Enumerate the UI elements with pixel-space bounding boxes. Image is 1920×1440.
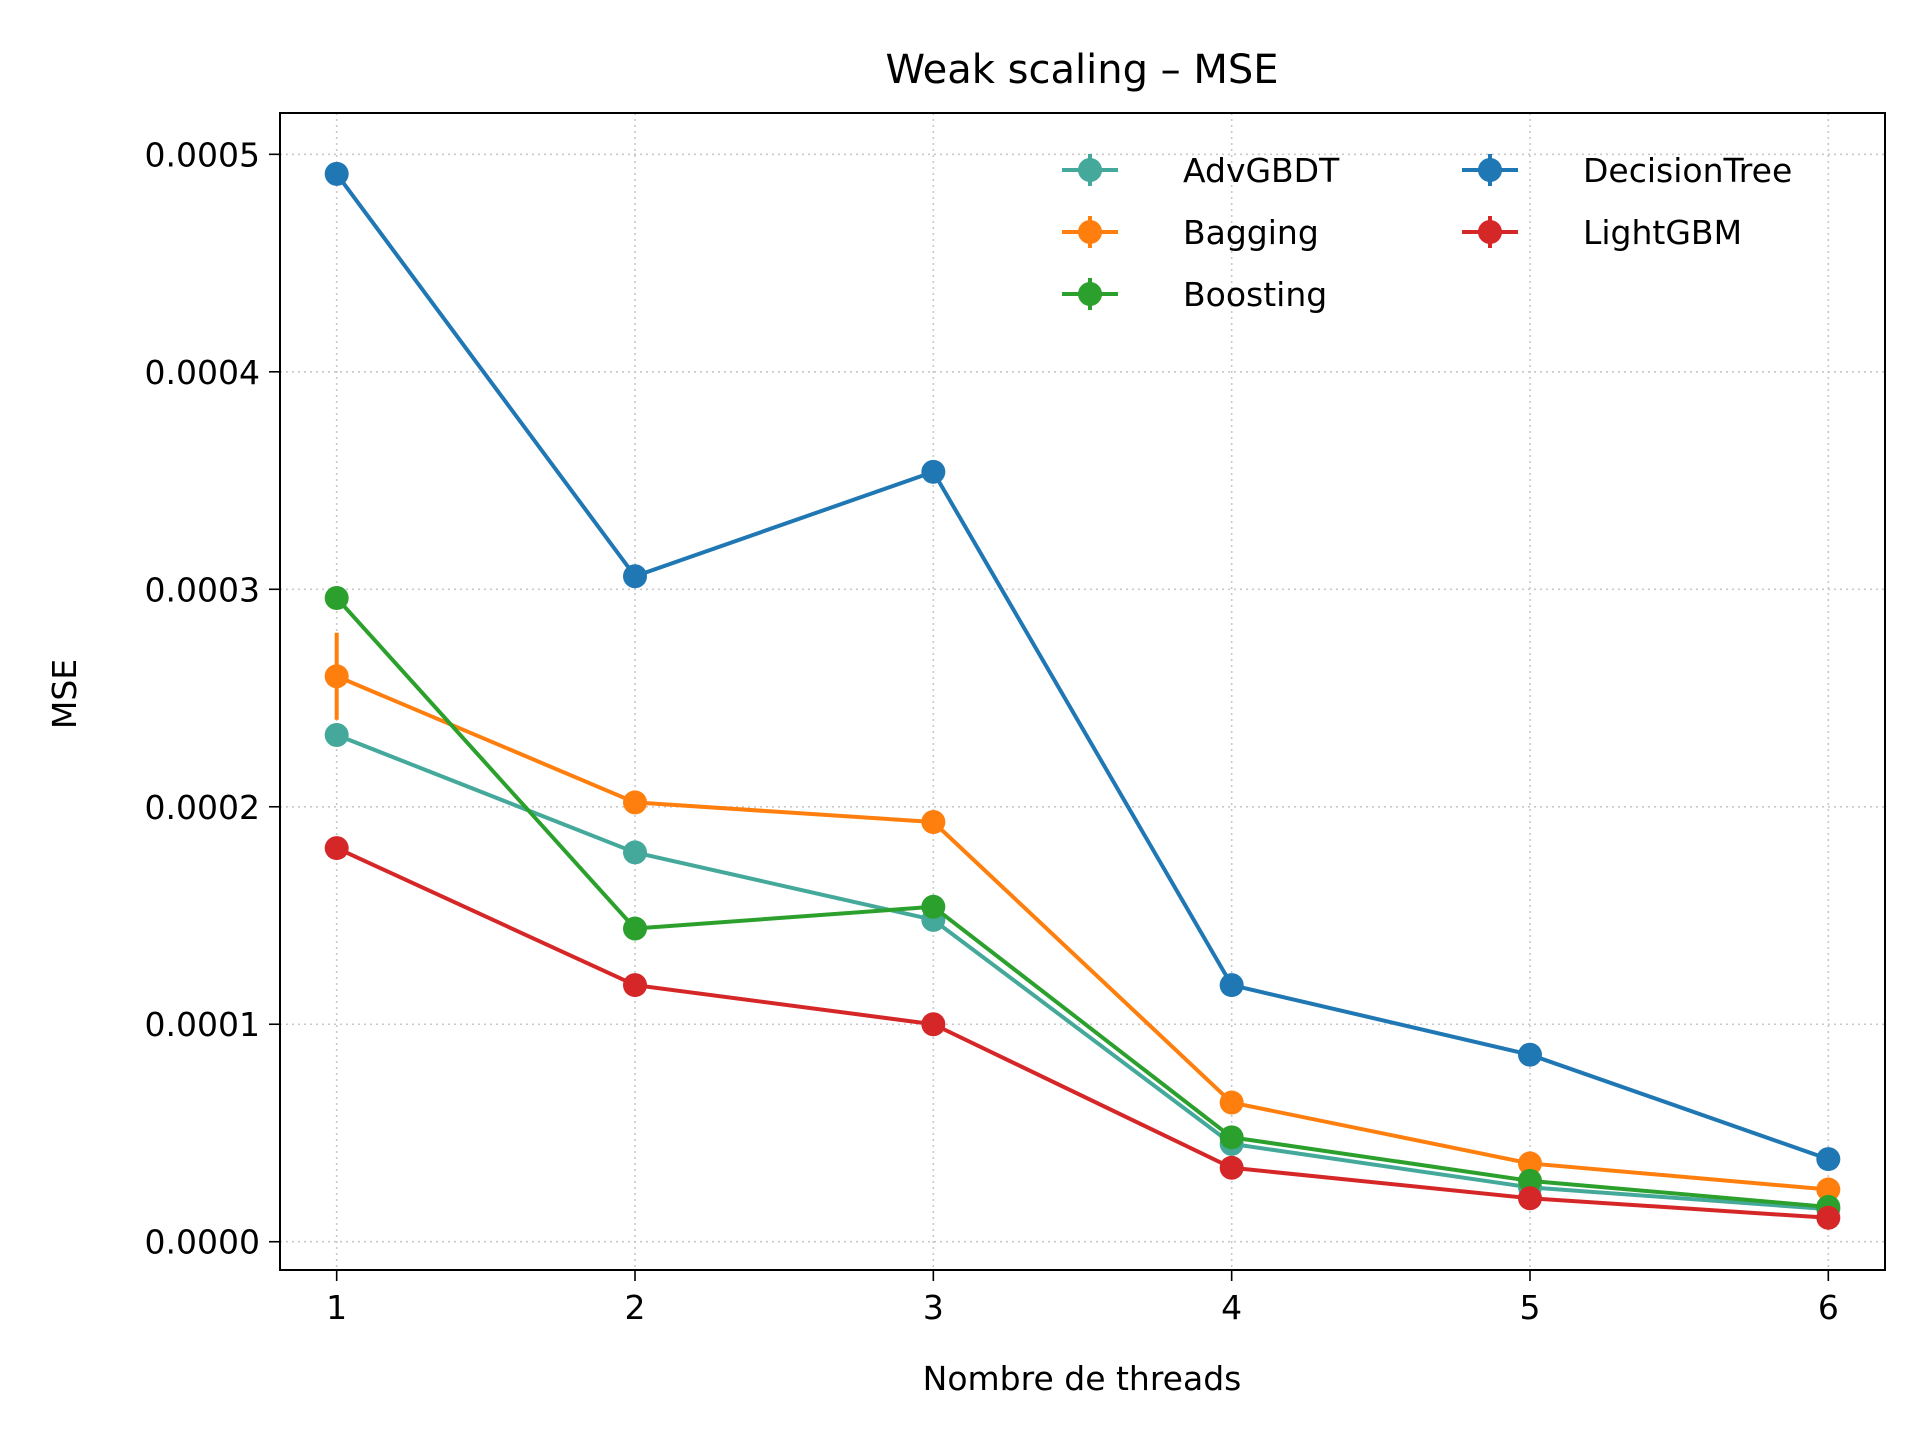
x-tick-label: 2 <box>625 1288 646 1327</box>
data-point-advgbdt <box>324 722 349 747</box>
data-point-lightgbm <box>623 973 648 998</box>
x-tick-label: 5 <box>1519 1288 1540 1327</box>
series-bagging <box>324 632 1841 1202</box>
legend-marker-bagging <box>1078 220 1102 244</box>
data-point-decisiontree <box>324 161 349 186</box>
legend-label-advgbdt: AdvGBDT <box>1183 151 1340 190</box>
data-point-bagging <box>1816 1177 1841 1202</box>
axes: 1 2 3 4 5 6 0.0000 0.0001 0.0002 0.0003 0.0004 0.00… <box>145 112 1886 1327</box>
data-point-decisiontree <box>1816 1147 1841 1172</box>
x-tick-label: 6 <box>1818 1288 1839 1327</box>
data-point-decisiontree <box>623 564 648 589</box>
series-line-lightgbm <box>335 846 1829 1220</box>
data-point-boosting <box>324 585 349 610</box>
data-point-lightgbm <box>921 1012 946 1037</box>
data-point-boosting <box>1517 1168 1542 1193</box>
legend-marker-boosting <box>1078 282 1102 306</box>
legend: AdvGBDT Bagging Boosting DecisionTree LightG… <box>1062 151 1792 314</box>
legend-label-lightgbm: LightGBM <box>1583 213 1742 252</box>
data-point-boosting <box>623 916 648 941</box>
plot-area: 1 2 3 4 5 6 0.0000 0.0001 0.0002 0.0003 0.0004 0.00… <box>145 112 1886 1327</box>
legend-label-boosting: Boosting <box>1183 275 1327 314</box>
grid-lines <box>280 113 1885 1270</box>
legend-marker-decisiontree <box>1478 158 1502 182</box>
data-point-lightgbm <box>1219 1155 1244 1180</box>
data-point-lightgbm <box>1517 1186 1542 1211</box>
data-point-lightgbm <box>1816 1205 1841 1230</box>
chart-title: Weak scaling – MSE <box>885 47 1278 93</box>
x-tick-label: 4 <box>1221 1288 1242 1327</box>
data-point-bagging <box>1219 1090 1244 1115</box>
series-lightgbm <box>324 836 1841 1230</box>
data-point-decisiontree <box>1517 1042 1542 1067</box>
y-axis-label: MSE <box>45 659 84 729</box>
series-line-decisiontree <box>335 172 1829 1161</box>
legend-item-boosting: Boosting <box>1062 275 1327 314</box>
y-tick-label: 0.0005 <box>145 135 260 174</box>
series-line-bagging <box>335 674 1829 1192</box>
data-point-bagging <box>1517 1151 1542 1176</box>
data-point-decisiontree <box>921 459 946 484</box>
y-tick-label: 0.0002 <box>145 788 260 827</box>
data-point-bagging <box>623 790 648 815</box>
y-tick-label: 0.0003 <box>145 570 260 609</box>
x-axis-label: Nombre de threads <box>923 1359 1242 1398</box>
legend-label-decisiontree: DecisionTree <box>1583 151 1792 190</box>
legend-marker-lightgbm <box>1478 220 1502 244</box>
series-line-boosting <box>335 596 1829 1209</box>
series-group <box>324 161 1841 1230</box>
y-tick-label: 0.0004 <box>145 353 260 392</box>
x-tick-label: 1 <box>326 1288 347 1327</box>
legend-marker-advgbdt <box>1078 158 1102 182</box>
y-tick-label: 0.0001 <box>145 1005 260 1044</box>
legend-item-lightgbm: LightGBM <box>1462 213 1742 252</box>
data-point-advgbdt <box>623 840 648 865</box>
data-point-decisiontree <box>1219 973 1244 998</box>
data-point-boosting <box>921 894 946 919</box>
x-tick-label: 3 <box>923 1288 944 1327</box>
data-point-bagging <box>324 664 349 689</box>
legend-label-bagging: Bagging <box>1183 213 1319 252</box>
data-point-lightgbm <box>324 836 349 861</box>
data-point-bagging <box>921 809 946 834</box>
legend-item-advgbdt: AdvGBDT <box>1062 151 1340 190</box>
data-point-boosting <box>1219 1125 1244 1150</box>
series-boosting <box>324 585 1841 1219</box>
series-line-advgbdt <box>335 733 1829 1212</box>
series-decisiontree <box>324 161 1841 1172</box>
axes-frame <box>279 112 1886 1271</box>
y-tick-label: 0.0000 <box>145 1223 260 1262</box>
legend-item-bagging: Bagging <box>1062 213 1319 252</box>
legend-item-decisiontree: DecisionTree <box>1462 151 1792 190</box>
